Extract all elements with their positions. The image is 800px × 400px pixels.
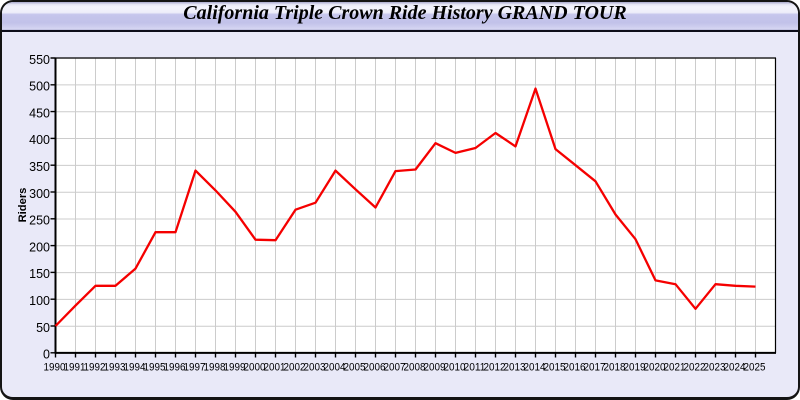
svg-text:2011: 2011 [464, 362, 486, 374]
svg-text:2005: 2005 [344, 362, 366, 374]
svg-text:2000: 2000 [244, 362, 266, 374]
svg-text:2017: 2017 [584, 362, 606, 374]
svg-text:1995: 1995 [144, 362, 166, 374]
svg-text:2003: 2003 [304, 362, 326, 374]
svg-text:1996: 1996 [164, 362, 186, 374]
svg-text:2001: 2001 [264, 362, 286, 374]
svg-text:2025: 2025 [744, 362, 766, 374]
svg-text:2004: 2004 [324, 362, 346, 374]
svg-text:150: 150 [29, 267, 50, 281]
svg-text:1994: 1994 [124, 362, 146, 374]
svg-text:2007: 2007 [384, 362, 406, 374]
svg-text:200: 200 [29, 240, 50, 254]
svg-text:2023: 2023 [704, 362, 726, 374]
svg-text:1997: 1997 [184, 362, 206, 374]
svg-text:1993: 1993 [104, 362, 126, 374]
svg-text:50: 50 [36, 321, 50, 335]
svg-text:2016: 2016 [564, 362, 586, 374]
svg-text:2013: 2013 [504, 362, 526, 374]
svg-text:2012: 2012 [484, 362, 506, 374]
svg-text:2006: 2006 [364, 362, 386, 374]
svg-text:2008: 2008 [404, 362, 426, 374]
svg-text:450: 450 [29, 106, 50, 120]
svg-text:350: 350 [29, 160, 50, 174]
svg-text:Riders: Riders [17, 188, 29, 223]
svg-text:1992: 1992 [84, 362, 106, 374]
svg-text:2014: 2014 [524, 362, 546, 374]
svg-text:1999: 1999 [224, 362, 246, 374]
svg-text:2009: 2009 [424, 362, 446, 374]
svg-text:2019: 2019 [624, 362, 646, 374]
svg-text:1991: 1991 [64, 362, 86, 374]
svg-text:0: 0 [43, 348, 50, 362]
svg-text:1990: 1990 [44, 362, 66, 374]
svg-text:550: 550 [29, 53, 50, 67]
svg-text:2021: 2021 [664, 362, 686, 374]
svg-text:2022: 2022 [684, 362, 706, 374]
svg-text:100: 100 [29, 294, 50, 308]
svg-text:1998: 1998 [204, 362, 226, 374]
svg-text:500: 500 [29, 80, 50, 94]
svg-text:400: 400 [29, 133, 50, 147]
svg-text:2002: 2002 [284, 362, 306, 374]
svg-text:2010: 2010 [444, 362, 466, 374]
svg-text:2018: 2018 [604, 362, 626, 374]
svg-text:2020: 2020 [644, 362, 666, 374]
svg-text:2024: 2024 [724, 362, 746, 374]
svg-text:250: 250 [29, 214, 50, 228]
svg-text:2015: 2015 [544, 362, 566, 374]
svg-text:300: 300 [29, 187, 50, 201]
